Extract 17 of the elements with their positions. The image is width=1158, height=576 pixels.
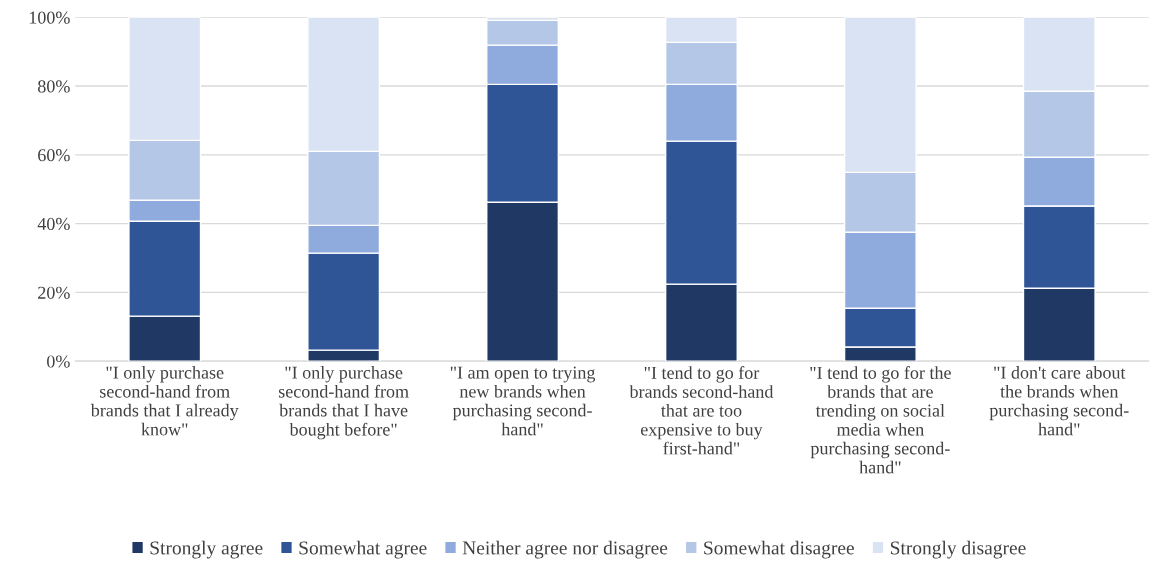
y-tick-label: 100% <box>29 11 70 24</box>
x-tick-label: "I tend to go for the brands that are trending on social media when purchasing second- hand" <box>810 366 951 474</box>
legend-label: Somewhat agree <box>299 540 427 559</box>
y-tick-label: 0% <box>47 355 70 368</box>
legend-label: Neither agree nor disagree <box>462 540 668 559</box>
x-tick-label: "I only purchase second-hand from brands that I already know" <box>90 366 239 436</box>
x-tick-label: "I don't care about the brands when purchasing second- hand" <box>989 366 1129 436</box>
y-tick-label: 20% <box>38 286 70 299</box>
x-tick-label: "I only purchase second-hand from brands that I have bought before" <box>278 366 409 440</box>
y-tick-label: 40% <box>37 217 70 231</box>
y-tick-label: 80% <box>38 80 70 93</box>
y-tick-label: 60% <box>38 149 70 162</box>
legend-label: Somewhat disagree <box>704 540 854 559</box>
x-tick-label: "I am open to trying new brands when purchasing second- hand" <box>450 366 596 436</box>
legend-label: Strongly disagree <box>890 540 1026 559</box>
x-tick-label: "I tend to go for brands second-hand that are too expensive to buy first-hand" <box>629 366 774 455</box>
legend-label: Strongly agree <box>150 540 263 559</box>
